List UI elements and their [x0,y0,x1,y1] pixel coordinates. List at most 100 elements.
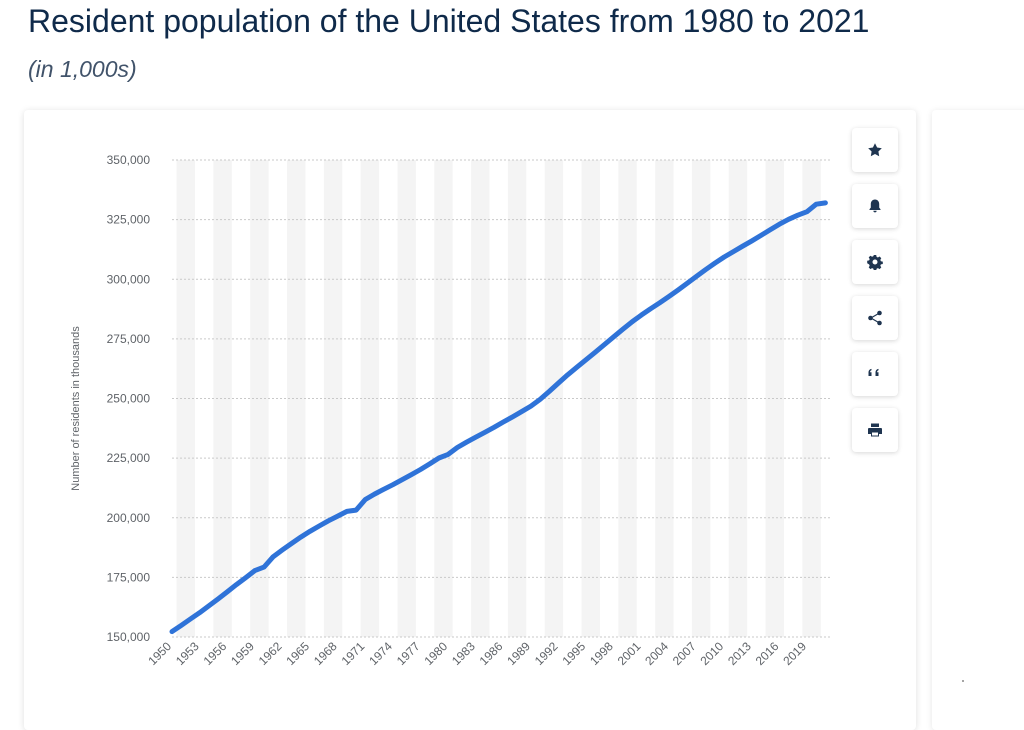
data-point [823,201,827,205]
y-tick-label: 250,000 [107,392,151,406]
data-point [704,267,708,271]
x-tick-label: 2007 [670,639,699,668]
data-point [437,456,441,460]
data-point [492,425,496,429]
x-tick-label: 1986 [477,639,506,668]
data-point [483,430,487,434]
data-point [326,519,330,523]
data-point [575,365,579,369]
data-point [198,611,202,615]
data-point [188,617,192,621]
data-point [501,420,505,424]
data-point [713,261,717,265]
x-tick-label: 1992 [532,639,561,668]
data-point [538,397,542,401]
grid-stripe [213,160,232,637]
quote-icon [868,368,879,376]
gear-icon [867,255,883,270]
x-tick-label: 2019 [780,639,809,668]
data-point [207,604,211,608]
chart-toolbar [852,128,900,464]
x-tick-label: 1953 [173,639,202,668]
x-tick-label: 1995 [559,639,588,668]
data-point [179,623,183,627]
data-point [814,202,818,206]
data-point [271,555,275,559]
data-point [216,597,220,601]
data-point [299,535,303,539]
data-point [253,569,257,573]
data-point [566,373,570,377]
side-panel-dot [962,680,964,682]
x-tick-label: 1989 [504,639,533,668]
data-point [317,524,321,528]
x-tick-label: 1962 [256,639,285,668]
favorite-button[interactable] [852,128,898,172]
data-point [308,529,312,533]
data-point [391,483,395,487]
x-tick-label: 1956 [201,639,230,668]
data-point [464,440,468,444]
data-point [750,239,754,243]
printer-icon [868,423,882,437]
data-point [722,255,726,259]
data-point [621,327,625,331]
data-point [225,590,229,594]
data-point [511,415,515,419]
x-tick-label: 2013 [725,639,754,668]
line-chart: 150,000 175,000 200,000 225,000 250,000 275,0… [70,153,830,668]
bell-icon [869,199,881,213]
data-point [290,541,294,545]
grid-stripe [397,160,416,637]
data-point [170,630,174,634]
notification-button[interactable] [852,184,898,228]
population-line [169,200,828,635]
y-tick-label: 200,000 [107,511,151,525]
y-tick-label: 175,000 [107,570,151,584]
data-point [805,210,809,214]
x-tick-label: 2010 [698,639,727,668]
data-point [418,467,422,471]
data-point [759,233,763,237]
data-point [777,222,781,226]
data-point [658,301,662,305]
data-point [474,435,478,439]
data-point [234,583,238,587]
print-button[interactable] [852,408,898,452]
share-button[interactable] [852,296,898,340]
data-point [372,492,376,496]
data-point [612,335,616,339]
grid-stripe [581,160,600,637]
data-point [584,358,588,362]
page-title: Resident population of the United States… [28,3,870,39]
y-axis-title: Number of residents in thousands [70,326,82,491]
settings-button[interactable] [852,240,898,284]
x-tick-label: 1968 [311,639,340,668]
grid-stripe [765,160,784,637]
data-point [639,313,643,317]
data-point [382,487,386,491]
data-point [603,342,607,346]
data-point [428,462,432,466]
y-tick-label: 300,000 [107,272,151,286]
x-tick-label: 2001 [615,639,644,668]
x-tick-label: 1959 [228,639,257,668]
data-point [547,389,551,393]
data-point [529,404,533,408]
data-point [649,307,653,311]
data-point [520,410,524,414]
x-tick-label: 1965 [283,639,312,668]
data-point [336,514,340,518]
data-point [685,281,689,285]
data-point [363,497,367,501]
data-point [262,565,266,569]
data-point [741,244,745,248]
y-tick-label: 225,000 [107,451,151,465]
data-point [731,250,735,254]
data-point [280,548,284,552]
page-subtitle: (in 1,000s) [28,56,137,82]
data-point [557,381,561,385]
x-tick-label: 1974 [366,639,395,668]
cite-button[interactable] [852,352,898,396]
y-tick-label: 275,000 [107,332,151,346]
